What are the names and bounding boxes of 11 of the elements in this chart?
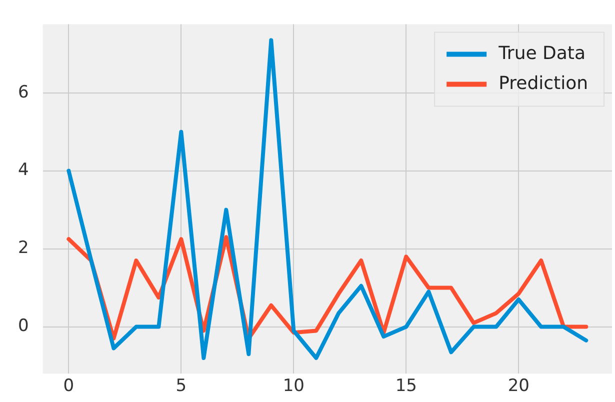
y-tick-label: 6 bbox=[18, 82, 29, 102]
x-tick-label: 10 bbox=[282, 376, 304, 396]
legend-label: Prediction bbox=[498, 72, 588, 94]
y-tick-label: 4 bbox=[18, 160, 29, 180]
y-tick-label: 2 bbox=[18, 238, 29, 258]
x-tick-label: 5 bbox=[176, 376, 187, 396]
x-tick-label: 0 bbox=[63, 376, 74, 396]
x-tick-label: 15 bbox=[395, 376, 417, 396]
y-tick-label: 0 bbox=[18, 316, 29, 336]
legend-label: True Data bbox=[498, 42, 586, 64]
x-tick-label: 20 bbox=[508, 376, 530, 396]
